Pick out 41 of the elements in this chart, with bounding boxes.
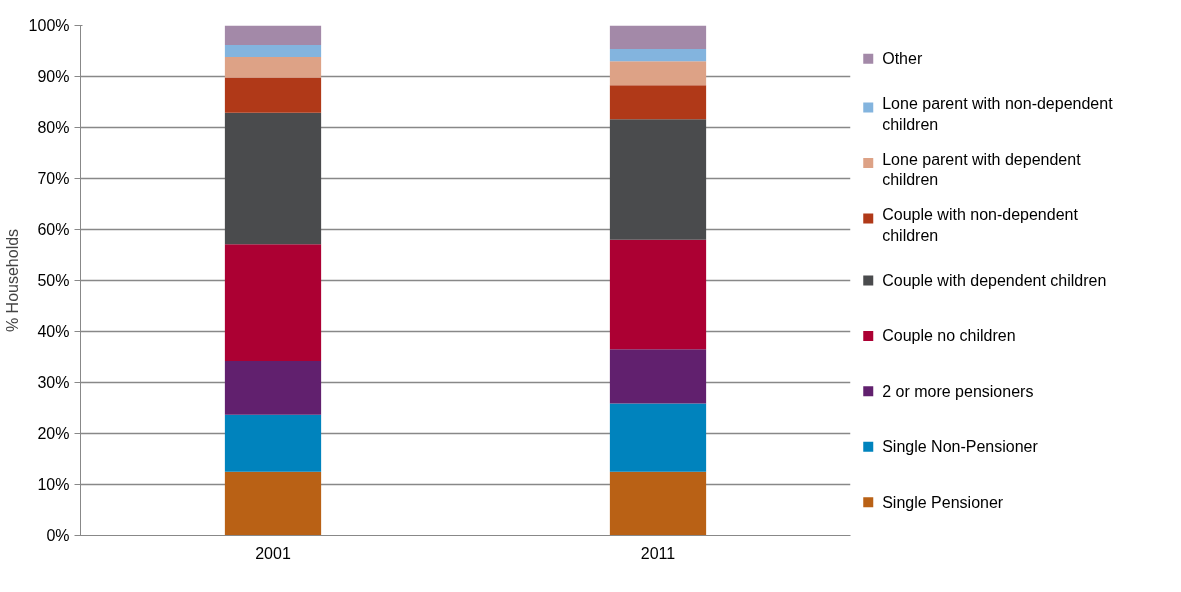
- y-tick-label: 20%: [37, 425, 70, 442]
- bar: [609, 349, 707, 404]
- y-tick-label: 60%: [37, 221, 70, 238]
- bar: [224, 57, 322, 78]
- y-tick-label: 90%: [37, 68, 70, 85]
- y-tick-label: 30%: [37, 374, 70, 391]
- bar: [609, 119, 707, 240]
- bar: [224, 112, 322, 245]
- bar: [609, 403, 707, 472]
- bar: [609, 48, 707, 62]
- bar: [224, 471, 322, 536]
- bar: [224, 244, 322, 362]
- bar: [224, 361, 322, 415]
- legend-label: Single Pensioner: [882, 493, 1004, 511]
- bar: [609, 85, 707, 120]
- y-tick-label: 50%: [37, 272, 70, 289]
- bar: [609, 471, 707, 536]
- x-tick-label: 2011: [640, 544, 676, 562]
- legend-label: 2 or more pensioners: [882, 382, 1034, 400]
- bar: [224, 77, 322, 113]
- bar: [609, 239, 707, 350]
- legend-label: Couple with dependent children: [882, 272, 1107, 289]
- y-tick-label: 70%: [37, 170, 70, 187]
- y-tick-label: 80%: [37, 119, 70, 136]
- y-axis-title: % Households: [3, 228, 21, 333]
- legend-label: Couple with non-dependent children: [882, 206, 1079, 244]
- bar: [224, 25, 322, 45]
- bar: [224, 414, 322, 472]
- y-tick-label: 0%: [46, 527, 70, 544]
- x-tick-label: 2001: [255, 544, 291, 562]
- legend-label: Other: [882, 50, 923, 68]
- y-tick-label: 100%: [28, 17, 70, 34]
- bar: [609, 61, 707, 86]
- y-tick-label: 10%: [37, 476, 70, 493]
- bar: [224, 44, 322, 58]
- legend-label: Couple no children: [882, 327, 1016, 345]
- bar: [609, 25, 707, 49]
- legend-label: Single Non-Pensioner: [882, 438, 1039, 456]
- legend-label: Lone parent with dependent children: [882, 150, 1082, 189]
- legend-label: Lone parent with non-dependent children: [882, 95, 1114, 133]
- y-tick-label: 40%: [37, 323, 70, 340]
